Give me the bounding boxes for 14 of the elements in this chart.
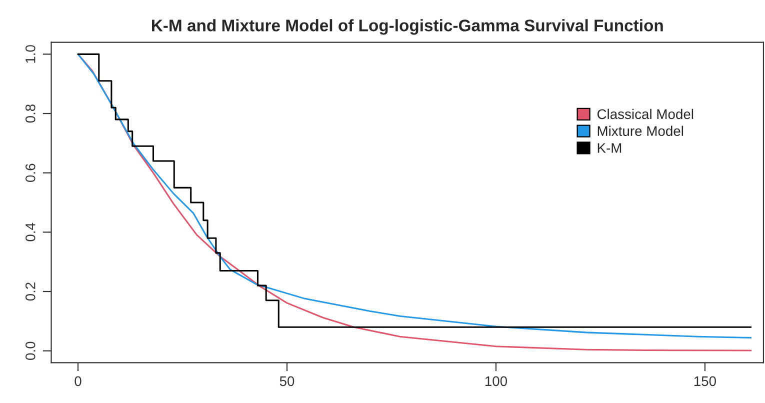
legend-label: Mixture Model	[598, 126, 684, 136]
x-tick-label: 50	[280, 376, 294, 386]
y-tick-label: 1.0	[25, 45, 36, 63]
legend-label: K-M	[598, 143, 622, 153]
y-tick-label: 0.4	[25, 222, 36, 242]
y-tick-label: 0.8	[25, 104, 36, 123]
y-tick-label: 0.0	[25, 342, 36, 360]
legend-label: Classical Model	[597, 108, 694, 120]
x-tick-label: 150	[694, 376, 716, 386]
chart-title: K-M and Mixture Model of Log-logistic-Gamma Survival Function	[152, 19, 663, 35]
x-tick-label: 100	[485, 376, 508, 386]
y-tick-label: 0.2	[25, 282, 36, 301]
x-tick-label: 0	[74, 376, 82, 386]
y-tick-label: 0.6	[25, 164, 36, 182]
